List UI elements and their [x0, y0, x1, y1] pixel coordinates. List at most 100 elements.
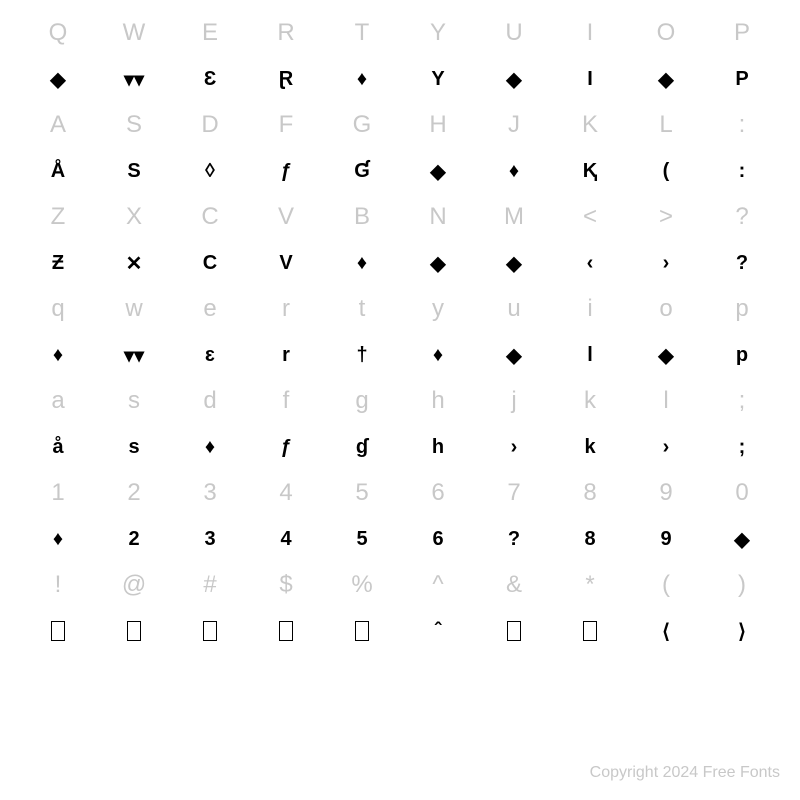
reference-char: N: [400, 194, 476, 240]
missing-glyph-box: [127, 621, 141, 641]
reference-char: T: [324, 10, 400, 56]
missing-glyph-box: [583, 621, 597, 641]
reference-char: &: [476, 562, 552, 608]
reference-char: M: [476, 194, 552, 240]
font-glyph: ▾▾: [96, 332, 172, 378]
character-map-grid: QWERTYUIOP◆▾▾ƐⱤ♦Y◆I◆PASDFGHJKL:ÅS◊ƒƓ◆♦Ⱪ(…: [0, 0, 800, 654]
font-glyph: ƒ: [248, 148, 324, 194]
font-glyph: r: [248, 332, 324, 378]
font-glyph: ♦: [172, 424, 248, 470]
missing-glyph-box: [279, 621, 293, 641]
font-glyph: I: [552, 56, 628, 102]
reference-char: ;: [704, 378, 780, 424]
reference-char: S: [96, 102, 172, 148]
font-glyph: h: [400, 424, 476, 470]
font-glyph: ◆: [476, 332, 552, 378]
reference-char: s: [96, 378, 172, 424]
font-glyph: [20, 608, 96, 654]
reference-char: *: [552, 562, 628, 608]
reference-char: >: [628, 194, 704, 240]
font-glyph: Ⱪ: [552, 148, 628, 194]
font-glyph: ƒ: [248, 424, 324, 470]
font-glyph: ?: [476, 516, 552, 562]
reference-char: #: [172, 562, 248, 608]
font-glyph: ♦: [476, 148, 552, 194]
reference-char: ?: [704, 194, 780, 240]
reference-char: X: [96, 194, 172, 240]
reference-char: B: [324, 194, 400, 240]
font-glyph: ›: [628, 240, 704, 286]
reference-char: u: [476, 286, 552, 332]
font-glyph: Å: [20, 148, 96, 194]
font-glyph: 8: [552, 516, 628, 562]
reference-char: 3: [172, 470, 248, 516]
font-glyph: Ɛ: [172, 56, 248, 102]
font-glyph: †: [324, 332, 400, 378]
font-glyph: ›: [628, 424, 704, 470]
reference-char: g: [324, 378, 400, 424]
font-glyph: :: [704, 148, 780, 194]
reference-char: 8: [552, 470, 628, 516]
reference-char: O: [628, 10, 704, 56]
reference-char: 4: [248, 470, 324, 516]
font-glyph: V: [248, 240, 324, 286]
reference-char: P: [704, 10, 780, 56]
font-glyph: P: [704, 56, 780, 102]
font-glyph: 9: [628, 516, 704, 562]
reference-char: p: [704, 286, 780, 332]
font-glyph: ♦: [20, 516, 96, 562]
reference-char: o: [628, 286, 704, 332]
font-glyph: Ƶ: [20, 240, 96, 286]
font-glyph: å: [20, 424, 96, 470]
reference-char: l: [628, 378, 704, 424]
font-glyph: [248, 608, 324, 654]
font-glyph: ⟨: [628, 608, 704, 654]
reference-char: K: [552, 102, 628, 148]
reference-char: 0: [704, 470, 780, 516]
reference-char: 7: [476, 470, 552, 516]
missing-glyph-box: [355, 621, 369, 641]
copyright-footer: Copyright 2024 Free Fonts: [590, 764, 780, 782]
reference-char: Y: [400, 10, 476, 56]
reference-char: w: [96, 286, 172, 332]
font-glyph: 2: [96, 516, 172, 562]
font-glyph: Y: [400, 56, 476, 102]
missing-glyph-box: [507, 621, 521, 641]
font-glyph: ;: [704, 424, 780, 470]
reference-char: !: [20, 562, 96, 608]
missing-glyph-box: [51, 621, 65, 641]
reference-char: a: [20, 378, 96, 424]
reference-char: C: [172, 194, 248, 240]
font-glyph: 5: [324, 516, 400, 562]
font-glyph: ˆ: [400, 608, 476, 654]
reference-char: V: [248, 194, 324, 240]
reference-char: f: [248, 378, 324, 424]
font-glyph: ◆: [400, 148, 476, 194]
font-glyph: ✕: [96, 240, 172, 286]
font-glyph: (: [628, 148, 704, 194]
reference-char: L: [628, 102, 704, 148]
font-glyph: ◆: [476, 56, 552, 102]
font-glyph: ♦: [324, 56, 400, 102]
font-glyph: [172, 608, 248, 654]
reference-char: $: [248, 562, 324, 608]
font-glyph: ‹: [552, 240, 628, 286]
reference-char: A: [20, 102, 96, 148]
font-glyph: ◆: [628, 56, 704, 102]
reference-char: %: [324, 562, 400, 608]
reference-char: W: [96, 10, 172, 56]
font-glyph: ◆: [20, 56, 96, 102]
reference-char: i: [552, 286, 628, 332]
font-glyph: ɛ: [172, 332, 248, 378]
reference-char: 5: [324, 470, 400, 516]
font-glyph: ɠ: [324, 424, 400, 470]
reference-char: U: [476, 10, 552, 56]
reference-char: 6: [400, 470, 476, 516]
reference-char: D: [172, 102, 248, 148]
font-glyph: ♦: [400, 332, 476, 378]
font-glyph: l: [552, 332, 628, 378]
reference-char: H: [400, 102, 476, 148]
reference-char: q: [20, 286, 96, 332]
font-glyph: [324, 608, 400, 654]
font-glyph: [552, 608, 628, 654]
